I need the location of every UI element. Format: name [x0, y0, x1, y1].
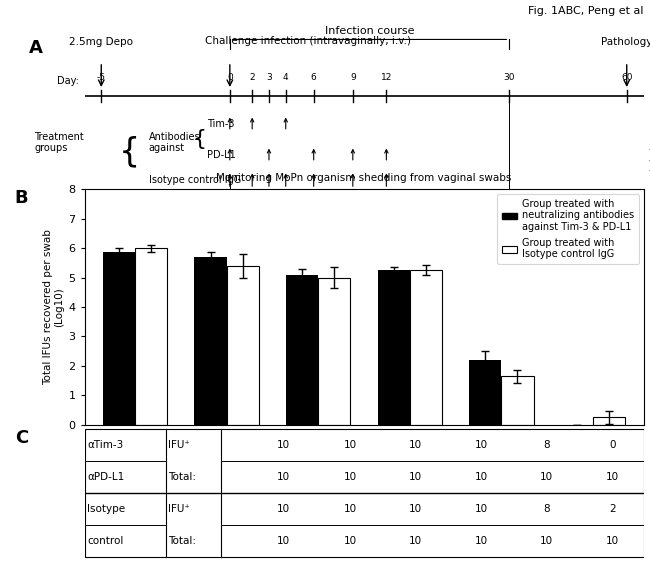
Text: Antibodies
against: Antibodies against — [149, 132, 200, 153]
Bar — [135, 248, 167, 425]
Text: αPD-L1: αPD-L1 — [87, 472, 125, 482]
Text: Total:: Total: — [168, 536, 196, 546]
Bar — [286, 274, 318, 425]
Bar — [378, 270, 410, 425]
Text: 9: 9 — [350, 73, 356, 82]
Text: 60: 60 — [621, 73, 632, 82]
Text: {: { — [118, 136, 140, 168]
Text: 10: 10 — [475, 440, 488, 450]
Text: Monitoring MoPn organism shedding from vaginal swabs: Monitoring MoPn organism shedding from v… — [216, 173, 512, 183]
Text: Total:: Total: — [168, 472, 196, 482]
Text: 2: 2 — [250, 73, 255, 82]
Text: 10: 10 — [409, 440, 422, 450]
Text: 6: 6 — [311, 73, 317, 82]
Text: Pathology: Pathology — [601, 37, 650, 47]
Y-axis label: Total IFUs recovered per swab
(Log10): Total IFUs recovered per swab (Log10) — [43, 229, 64, 385]
Text: 10: 10 — [409, 504, 422, 514]
Text: αTim-3: αTim-3 — [87, 440, 124, 450]
Text: 10: 10 — [343, 472, 357, 482]
Text: Isotype: Isotype — [87, 504, 125, 514]
Bar — [194, 257, 227, 425]
Text: C: C — [14, 429, 28, 447]
Text: 10: 10 — [276, 504, 289, 514]
Text: 10: 10 — [276, 440, 289, 450]
Bar — [318, 277, 350, 425]
Text: 2.5mg Depo: 2.5mg Depo — [70, 37, 133, 47]
Bar — [469, 360, 501, 425]
Text: 0: 0 — [227, 73, 233, 82]
Text: Infection course: Infection course — [325, 26, 414, 36]
Text: Fig. 1ABC, Peng et al: Fig. 1ABC, Peng et al — [528, 6, 644, 16]
Text: 10: 10 — [475, 504, 488, 514]
Text: control: control — [87, 536, 124, 546]
Text: 10: 10 — [540, 472, 553, 482]
Bar — [227, 266, 259, 425]
Text: 8: 8 — [543, 504, 550, 514]
Text: A: A — [29, 39, 42, 57]
Text: 3: 3 — [266, 73, 272, 82]
Text: 10: 10 — [409, 472, 422, 482]
Text: 10: 10 — [343, 504, 357, 514]
Text: 10: 10 — [475, 536, 488, 546]
Text: B: B — [14, 189, 28, 207]
Legend: Group treated with
neutralizing antibodies
against Tim-3 & PD-L1, Group treated : Group treated with neutralizing antibodi… — [497, 194, 639, 264]
Text: Isotype control IgG: Isotype control IgG — [149, 175, 241, 185]
Text: 10: 10 — [343, 440, 357, 450]
Text: Challenge infection (intravaginally, i.v.): Challenge infection (intravaginally, i.v… — [205, 36, 411, 46]
Text: 10: 10 — [606, 472, 619, 482]
Text: -5: -5 — [97, 73, 106, 82]
Bar — [103, 252, 135, 425]
Text: 12: 12 — [381, 73, 392, 82]
Text: 4: 4 — [283, 73, 289, 82]
Text: 10: 10 — [475, 472, 488, 482]
Text: 10: 10 — [276, 536, 289, 546]
Text: IFU⁺: IFU⁺ — [168, 504, 190, 514]
Text: 30: 30 — [504, 73, 515, 82]
Text: IFU⁺: IFU⁺ — [168, 440, 190, 450]
Text: 0: 0 — [609, 440, 616, 450]
Text: 8: 8 — [543, 440, 550, 450]
Text: Tim-3: Tim-3 — [207, 119, 235, 129]
Text: 10: 10 — [606, 536, 619, 546]
Text: {: { — [192, 129, 206, 150]
Text: PD-L1: PD-L1 — [207, 150, 236, 160]
Bar — [593, 417, 625, 425]
Text: 10: 10 — [276, 472, 289, 482]
Bar — [501, 376, 534, 425]
Text: 10: 10 — [343, 536, 357, 546]
Text: 10: 10 — [540, 536, 553, 546]
Text: Collecting:
-Blood
-Spleen
-Genital tract
  tissues: Collecting: -Blood -Spleen -Genital trac… — [649, 135, 650, 185]
Text: 2: 2 — [609, 504, 616, 514]
Text: 10: 10 — [409, 536, 422, 546]
Text: Treatment
groups: Treatment groups — [34, 132, 84, 153]
Bar — [410, 270, 442, 425]
Text: Day:: Day: — [57, 75, 79, 86]
